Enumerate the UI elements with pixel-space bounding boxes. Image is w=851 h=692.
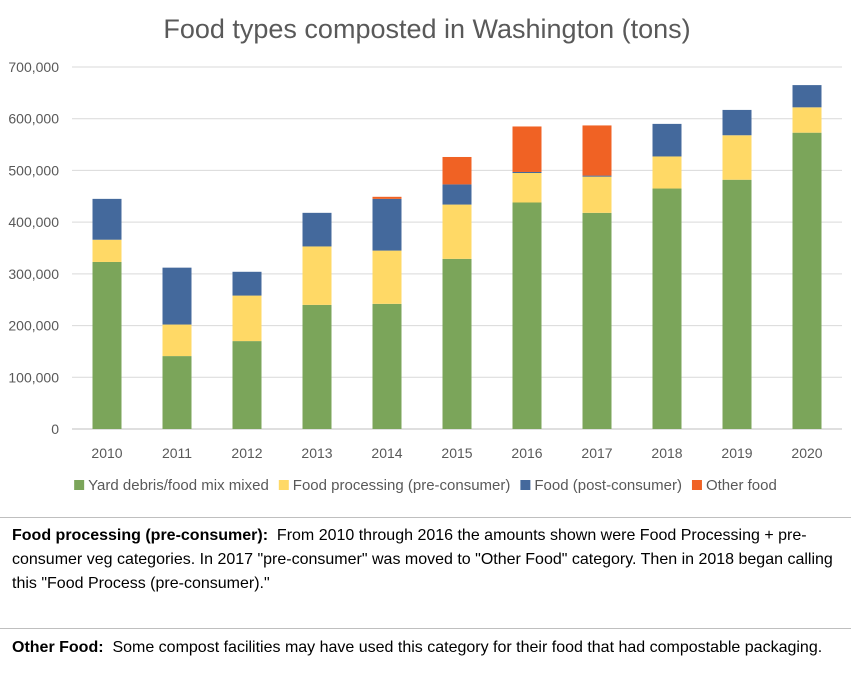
legend-swatch [520, 480, 531, 490]
bar-segment [652, 123, 682, 157]
bars [92, 85, 822, 430]
bar-segment [162, 356, 192, 429]
note-other-food-heading: Other Food: [12, 639, 104, 656]
y-tick-label: 600,000 [8, 111, 59, 127]
y-tick-label: 300,000 [8, 266, 59, 282]
bar-segment [302, 246, 332, 305]
legend-label: Yard debris/food mix mixed [88, 477, 269, 494]
bar-segment [722, 179, 752, 429]
y-tick-label: 200,000 [8, 318, 59, 334]
bar-segment [302, 304, 332, 429]
y-tick-label: 100,000 [8, 369, 59, 385]
bar-segment [372, 196, 402, 199]
bar-segment [792, 107, 822, 133]
bar-segment [792, 132, 822, 430]
x-tick-label: 2018 [651, 445, 682, 461]
x-tick-label: 2013 [301, 445, 332, 461]
x-tick-label: 2012 [231, 445, 262, 461]
note-food-processing: Food processing (pre-consumer): From 201… [0, 517, 851, 628]
x-tick-label: 2019 [721, 445, 752, 461]
bar-segment [512, 171, 542, 174]
legend-label: Other food [706, 477, 777, 494]
bar-segment [722, 135, 752, 180]
bar-segment [162, 267, 192, 325]
y-axis-tick-labels: 0 100,000 200,000 300,000 400,000 500,000 600,… [8, 59, 59, 437]
bar-segment [652, 156, 682, 189]
bar-segment [442, 184, 472, 205]
bar-segment [92, 198, 122, 240]
x-tick-label: 2014 [371, 445, 402, 461]
x-tick-label: 2011 [162, 445, 192, 461]
bar-segment [442, 258, 472, 429]
note-food-processing-text: From 2010 through 2016 the amounts shown… [12, 527, 833, 592]
bar-segment [442, 156, 472, 185]
y-tick-label: 700,000 [8, 59, 59, 75]
x-axis-tick-labels: 2010 2011 2012 2013 2014 2015 2016 2017 2018 2019… [91, 445, 822, 461]
bar-segment [372, 303, 402, 429]
note-other-food-text: Some compost facilities may have used th… [112, 639, 823, 656]
bar-segment [722, 109, 752, 136]
chart-title: Food types composted in Washington (tons… [163, 14, 690, 44]
bar-segment [512, 202, 542, 429]
legend-label: Food (post-consumer) [534, 477, 682, 494]
x-tick-label: 2020 [791, 445, 822, 461]
bar-segment [162, 324, 192, 357]
legend-swatch [691, 480, 702, 490]
bar-segment [582, 176, 612, 213]
bar-segment [232, 295, 262, 342]
bar-segment [652, 188, 682, 429]
bar-segment [372, 198, 402, 251]
legend-label: Food processing (pre-consumer) [293, 477, 511, 494]
bar-segment [512, 126, 542, 172]
bar-segment [792, 85, 822, 108]
legend-swatch [278, 480, 289, 490]
bar-segment [92, 261, 122, 429]
bar-segment [512, 173, 542, 203]
note-other-food: Other Food: Some compost facilities may … [0, 628, 851, 660]
bar-segment [582, 125, 612, 176]
stacked-bar-chart: Food types composted in Washington (tons… [8, 14, 842, 494]
x-tick-label: 2016 [511, 445, 542, 461]
y-tick-label: 500,000 [8, 162, 59, 178]
bar-segment [582, 175, 612, 177]
x-tick-label: 2010 [91, 445, 122, 461]
x-tick-label: 2015 [441, 445, 472, 461]
bar-segment [442, 204, 472, 259]
bar-segment [302, 212, 332, 247]
legend-swatch [74, 480, 85, 490]
note-food-processing-heading: Food processing (pre-consumer): [12, 527, 269, 544]
x-tick-label: 2017 [581, 445, 612, 461]
y-tick-label: 0 [51, 421, 59, 437]
bar-segment [372, 250, 402, 304]
bar-segment [582, 212, 612, 429]
bar-segment [92, 239, 122, 262]
bar-segment [232, 271, 262, 296]
footnotes: Food processing (pre-consumer): From 201… [0, 517, 851, 660]
y-tick-label: 400,000 [8, 214, 59, 230]
bar-segment [232, 341, 262, 429]
legend: Yard debris/food mix mixed Food processin… [74, 477, 777, 494]
